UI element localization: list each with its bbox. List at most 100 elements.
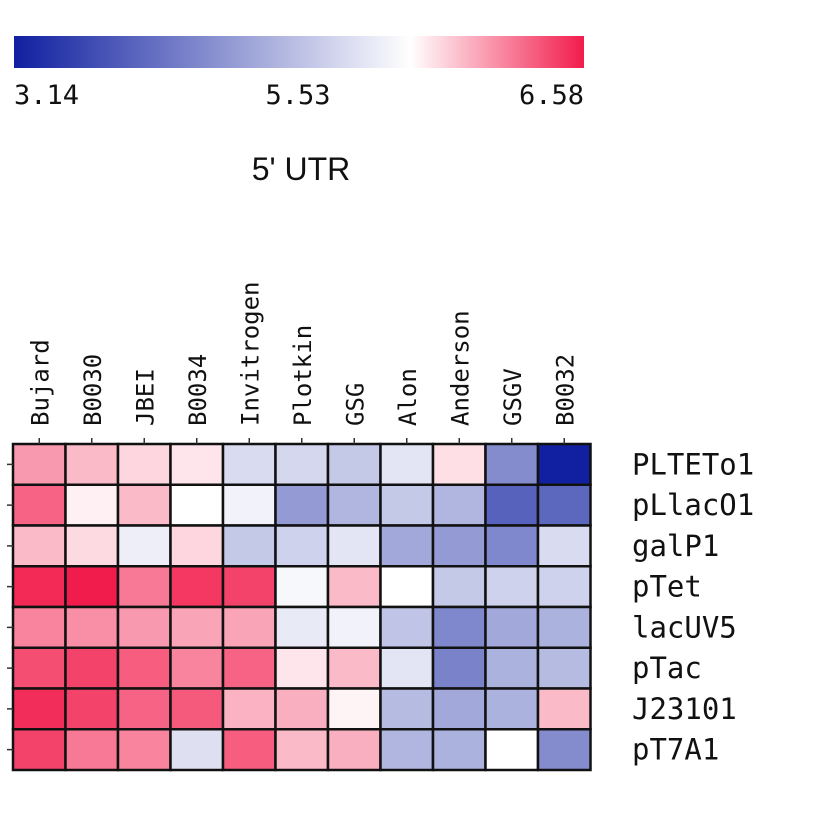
- column-label: GSG: [341, 383, 369, 426]
- heatmap-cell: [431, 565, 487, 609]
- heatmap-cell: [116, 605, 172, 649]
- heatmap-cell: [379, 524, 435, 568]
- heatmap-cell: [169, 442, 225, 486]
- row-label: galP1: [632, 529, 719, 563]
- heatmap-cell: [274, 646, 330, 690]
- heatmap-cell: [484, 524, 540, 568]
- row-label: lacUV5: [632, 610, 737, 644]
- heatmap-cell: [169, 687, 225, 731]
- heatmap-cell: [64, 605, 120, 649]
- heatmap-cell: [379, 605, 435, 649]
- heatmap-cell: [116, 565, 172, 609]
- colorbar: [14, 36, 584, 68]
- colorbar-mid-label: 5.53: [265, 80, 330, 111]
- heatmap-cell: [11, 687, 67, 731]
- row-label: pTac: [632, 651, 702, 685]
- heatmap-cell: [11, 605, 67, 649]
- heatmap-cell: [431, 442, 487, 486]
- heatmap-cell: [221, 442, 277, 486]
- heatmap-cell: [221, 565, 277, 609]
- axis-ticks: [7, 438, 565, 751]
- column-labels: Bujard B0030 JBEI B0034 Invitrogen Plotkin GSG…: [26, 282, 579, 427]
- column-label: Anderson: [446, 310, 474, 426]
- row-label: pT7A1: [632, 733, 719, 767]
- column-label: GSGV: [499, 368, 527, 426]
- heatmap-cell: [536, 605, 592, 649]
- heatmap-cell: [64, 646, 120, 690]
- heatmap-cell: [379, 483, 435, 527]
- heatmap-cell: [536, 442, 592, 486]
- heatmap-cell: [274, 687, 330, 731]
- heatmap-cell: [274, 728, 330, 772]
- heatmap-cell: [64, 687, 120, 731]
- heatmap-cell: [169, 646, 225, 690]
- heatmap-cell: [379, 687, 435, 731]
- heatmap-cell: [64, 483, 120, 527]
- chart-title: 5' UTR: [252, 151, 351, 187]
- heatmap-cell: [169, 728, 225, 772]
- heatmap-cell: [11, 442, 67, 486]
- heatmap-cell: [379, 728, 435, 772]
- heatmap-cell: [536, 728, 592, 772]
- heatmap-cell: [274, 442, 330, 486]
- column-label: B0032: [551, 354, 579, 426]
- row-label: PLTETo1: [632, 447, 754, 481]
- heatmap-cell: [11, 728, 67, 772]
- row-label: pTet: [632, 570, 702, 604]
- heatmap-cell: [221, 605, 277, 649]
- heatmap-cell: [484, 442, 540, 486]
- heatmap-cell: [116, 646, 172, 690]
- heatmap-cell: [326, 646, 382, 690]
- heatmap-cell: [64, 728, 120, 772]
- heatmap-cell: [274, 605, 330, 649]
- heatmap-cell: [484, 687, 540, 731]
- heatmap-cell: [221, 728, 277, 772]
- column-label: Bujard: [26, 339, 54, 426]
- heatmap-cell: [326, 687, 382, 731]
- column-label: Invitrogen: [236, 282, 264, 427]
- heatmap-cells: [11, 442, 592, 772]
- heatmap-cell: [221, 483, 277, 527]
- heatmap-cell: [484, 605, 540, 649]
- heatmap-cell: [536, 483, 592, 527]
- heatmap-cell: [169, 605, 225, 649]
- heatmap-cell: [536, 565, 592, 609]
- heatmap-cell: [169, 483, 225, 527]
- heatmap-cell: [536, 524, 592, 568]
- heatmap-cell: [169, 565, 225, 609]
- heatmap-cell: [64, 442, 120, 486]
- heatmap-cell: [274, 565, 330, 609]
- heatmap-cell: [64, 565, 120, 609]
- heatmap-cell: [326, 483, 382, 527]
- heatmap-cell: [274, 483, 330, 527]
- heatmap-cell: [11, 524, 67, 568]
- heatmap-cell: [484, 646, 540, 690]
- heatmap-cell: [484, 483, 540, 527]
- row-labels: PLTETo1 pLlacO1 galP1 pTet lacUV5 pTac J23101 p…: [632, 447, 754, 766]
- colorbar-min-label: 3.14: [14, 80, 79, 111]
- column-label: B0034: [184, 354, 212, 426]
- heatmap-cell: [326, 524, 382, 568]
- column-label: Plotkin: [289, 325, 317, 426]
- heatmap-cell: [431, 646, 487, 690]
- heatmap-cell: [484, 565, 540, 609]
- heatmap-cell: [169, 524, 225, 568]
- heatmap-cell: [536, 687, 592, 731]
- heatmap-cell: [379, 646, 435, 690]
- heatmap-cell: [11, 565, 67, 609]
- heatmap-cell: [431, 687, 487, 731]
- heatmap-cell: [326, 728, 382, 772]
- heatmap-cell: [221, 646, 277, 690]
- heatmap-cell: [431, 728, 487, 772]
- column-label: Alon: [394, 368, 422, 426]
- heatmap-cell: [379, 565, 435, 609]
- heatmap-cell: [536, 646, 592, 690]
- heatmap-cell: [116, 524, 172, 568]
- heatmap-cell: [326, 442, 382, 486]
- colorbar-max-label: 6.58: [519, 80, 584, 111]
- heatmap-cell: [326, 565, 382, 609]
- column-label: JBEI: [131, 368, 159, 426]
- heatmap-cell: [274, 524, 330, 568]
